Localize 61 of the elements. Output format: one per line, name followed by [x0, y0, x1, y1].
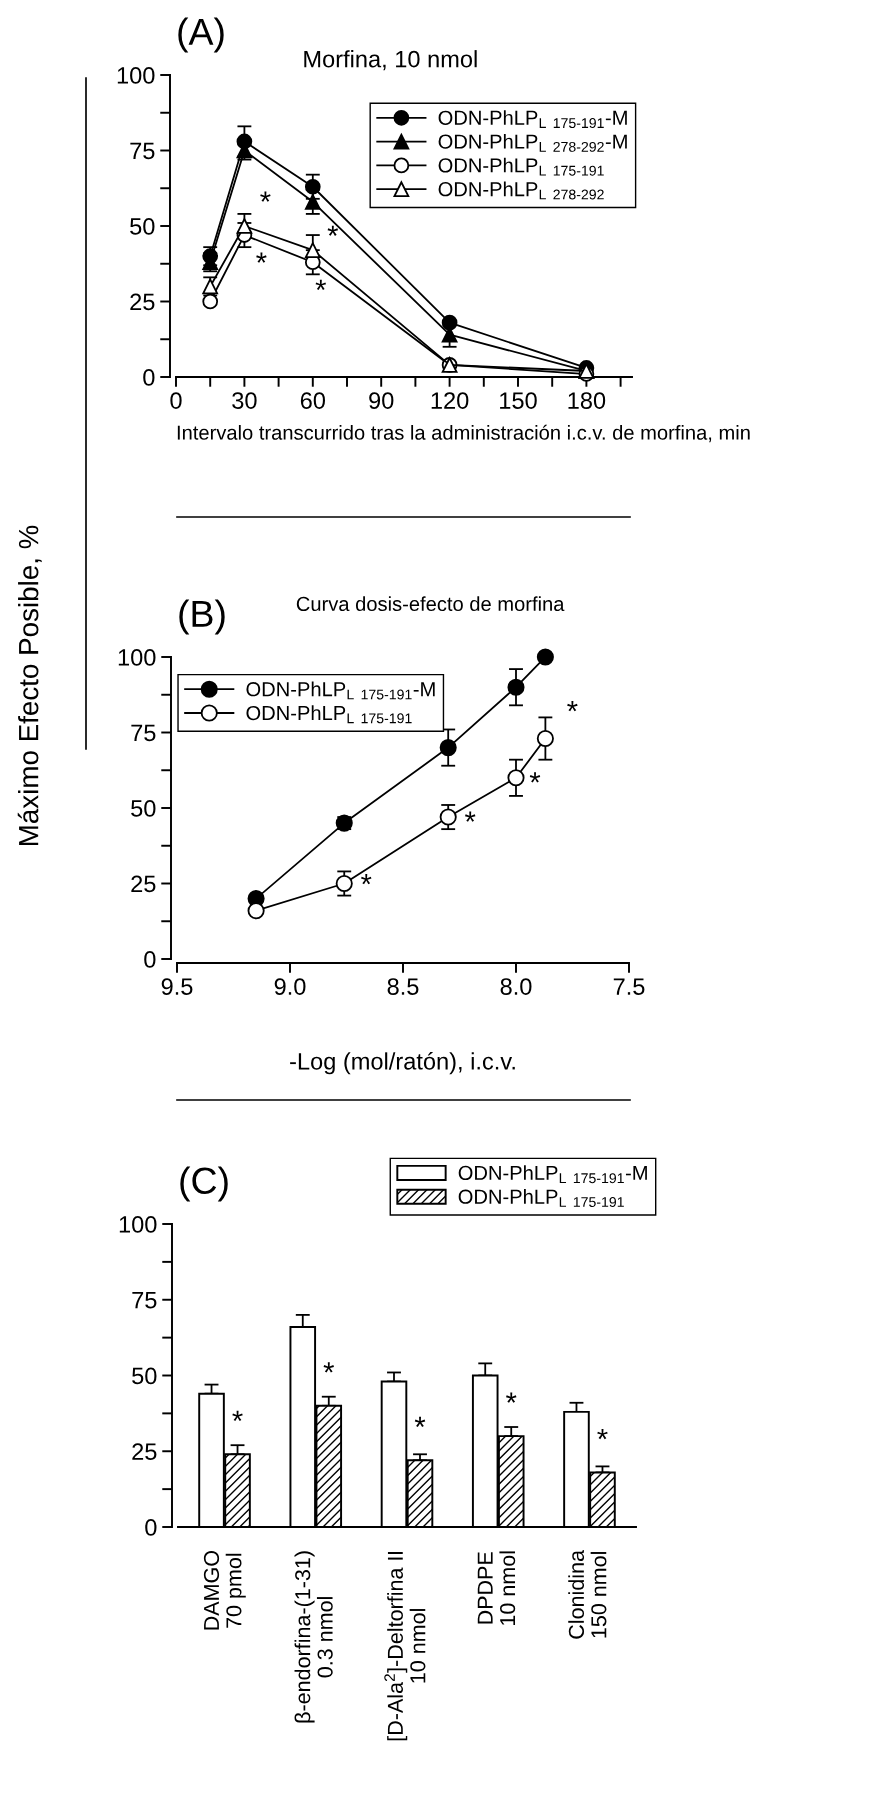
- x-axis-title: Intervalo transcurrido tras la administración i.c.v. de morfina, min: [177, 424, 750, 443]
- x-tick-label: 9.0: [274, 978, 306, 995]
- text: (A): [178, 17, 224, 53]
- y-tick-label: 25: [131, 875, 156, 893]
- annotation: *: [567, 701, 578, 712]
- x-tick-label: 90: [369, 392, 394, 409]
- y-tick-label: 50: [130, 218, 155, 235]
- annotation: *: [327, 225, 339, 236]
- annotation: *: [256, 252, 267, 263]
- x-tick-label: [D-Ala$^{2}$]-Deltorfina II 10 nmol: [384, 1551, 426, 1741]
- x-axis-title: -Log (mol/ratón), i.c.v.: [290, 1052, 515, 1075]
- annotation: *: [260, 191, 271, 202]
- x-tick-label: DPDPE 10 nmol: [477, 1551, 516, 1625]
- y-tick-label: 50: [132, 1367, 157, 1385]
- y-axis-title: Máximo Efecto Posible, %: [17, 525, 42, 846]
- legend-label: ODN-PhLP$_{L 175‐191}$-M: [246, 681, 435, 700]
- y-tick-label: 75: [130, 142, 155, 160]
- y-tick-label: 75: [132, 1292, 157, 1309]
- x-tick-label: Clonidina 150 nmol: [568, 1550, 607, 1639]
- text: (B): [179, 599, 225, 635]
- y-tick-label: 50: [131, 800, 156, 817]
- annotation: *: [464, 811, 476, 822]
- legend-label: ODN-PhLP$_{L 278‐292}$: [438, 181, 604, 200]
- y-tick-label: 0: [143, 369, 155, 386]
- y-tick-label: 75: [131, 724, 156, 742]
- x-tick-label: DAMGO 70 pmol: [203, 1551, 246, 1630]
- legend-label: ODN-PhLP$_{L 278‐292}$-M: [438, 133, 627, 152]
- annotation: *: [361, 873, 372, 885]
- annotation: *: [315, 279, 327, 290]
- chart-title: Curva dosis-efecto de morfina: [296, 596, 565, 612]
- x-tick-label: 7.5: [613, 978, 645, 995]
- y-tick-label: 25: [130, 293, 155, 311]
- annotation: *: [414, 1416, 426, 1428]
- annotation: *: [597, 1428, 608, 1440]
- legend-label: ODN-PhLP$_{L 175‐191}$: [246, 705, 412, 724]
- x-tick-label: 180: [568, 392, 606, 409]
- x-tick-label: β-endorfina-(1-31) 0.3 nmol: [294, 1551, 333, 1723]
- x-tick-label: 60: [300, 392, 326, 409]
- legend-label: ODN-PhLP$_{L 175‐191}$-M: [458, 1165, 647, 1184]
- annotation: *: [323, 1362, 334, 1373]
- y-tick-label: 25: [132, 1443, 157, 1461]
- y-tick-label: 0: [144, 951, 156, 968]
- annotation: *: [506, 1392, 517, 1403]
- y-tick-label: 0: [145, 1519, 157, 1536]
- text: (C): [180, 1166, 228, 1202]
- y-tick-label: 100: [118, 649, 156, 666]
- x-tick-label: 120: [431, 392, 469, 409]
- legend-label: ODN-PhLP$_{L 175‐191}$: [458, 1189, 624, 1207]
- legend-label: ODN-PhLP$_{L 175‐191}$: [438, 157, 604, 176]
- annotation: *: [232, 1410, 243, 1421]
- chart-title: Morfina, 10 nmol: [304, 50, 477, 71]
- y-tick-label: 100: [117, 67, 155, 84]
- x-tick-label: 8.0: [500, 978, 532, 995]
- legend-label: ODN-PhLP$_{L 175‐191}$-M: [438, 110, 627, 129]
- y-tick-label: 100: [119, 1216, 157, 1233]
- x-tick-label: 9.5: [161, 978, 193, 995]
- x-tick-label: 0: [170, 392, 182, 409]
- annotation: *: [529, 772, 541, 783]
- x-tick-label: 150: [500, 392, 537, 409]
- x-tick-label: 30: [232, 392, 257, 409]
- x-tick-label: 8.5: [387, 978, 419, 995]
